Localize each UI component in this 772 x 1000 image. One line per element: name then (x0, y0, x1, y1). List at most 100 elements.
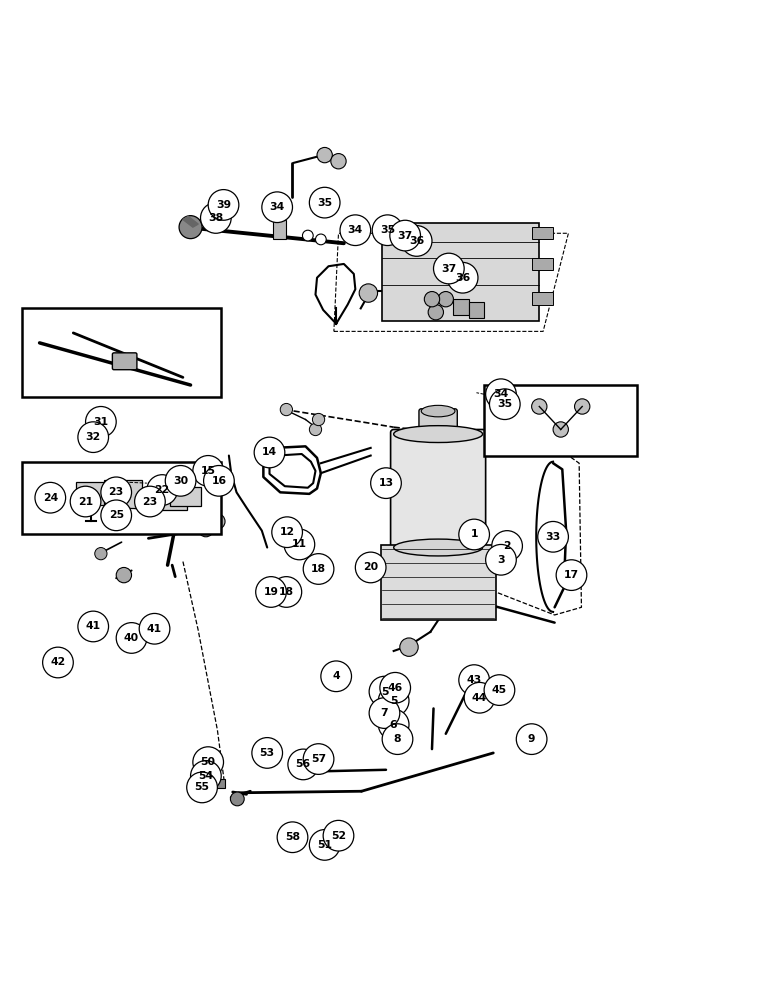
Circle shape (42, 647, 73, 678)
Circle shape (256, 577, 286, 607)
Circle shape (459, 665, 489, 695)
Text: 20: 20 (363, 562, 378, 572)
Text: 5: 5 (390, 696, 398, 706)
Circle shape (262, 192, 293, 223)
Bar (104, 480, 142, 508)
Circle shape (556, 560, 587, 590)
Text: 46: 46 (388, 683, 403, 693)
Text: 19: 19 (263, 587, 279, 597)
Text: 35: 35 (497, 399, 513, 409)
Text: 8: 8 (394, 734, 401, 744)
Text: 38: 38 (208, 213, 223, 223)
Text: 33: 33 (546, 532, 560, 542)
Circle shape (313, 413, 325, 426)
Circle shape (574, 399, 590, 414)
Circle shape (369, 676, 400, 707)
Circle shape (310, 830, 340, 860)
Circle shape (400, 638, 418, 656)
Circle shape (272, 517, 303, 548)
Circle shape (204, 466, 234, 496)
Text: 40: 40 (124, 633, 139, 643)
Text: 18: 18 (279, 587, 294, 597)
Text: 34: 34 (493, 389, 509, 399)
Text: 50: 50 (201, 757, 215, 767)
Bar (453, 299, 469, 315)
Text: 39: 39 (216, 200, 231, 210)
Circle shape (390, 220, 421, 251)
Circle shape (201, 203, 231, 233)
Circle shape (425, 292, 439, 307)
Circle shape (553, 422, 568, 437)
Circle shape (147, 475, 178, 505)
Circle shape (252, 738, 283, 768)
Text: 22: 22 (154, 485, 170, 495)
Circle shape (303, 554, 334, 584)
Text: 12: 12 (279, 527, 295, 537)
Circle shape (303, 744, 334, 774)
Circle shape (438, 292, 453, 307)
Circle shape (193, 747, 224, 777)
Text: 13: 13 (378, 478, 394, 488)
Bar (22, 308, 222, 397)
Text: 41: 41 (147, 624, 162, 634)
Text: 35: 35 (380, 225, 395, 235)
Circle shape (280, 403, 293, 416)
Text: 36: 36 (409, 236, 425, 246)
Text: 44: 44 (472, 693, 487, 703)
Circle shape (378, 685, 409, 716)
Circle shape (230, 792, 244, 806)
Circle shape (532, 399, 547, 414)
Bar (148, 482, 187, 510)
Circle shape (447, 262, 478, 293)
Text: 57: 57 (311, 754, 326, 764)
Circle shape (331, 154, 346, 169)
Circle shape (117, 567, 131, 583)
FancyBboxPatch shape (391, 429, 486, 551)
Circle shape (317, 147, 333, 163)
Circle shape (355, 552, 386, 583)
Circle shape (492, 531, 523, 561)
FancyBboxPatch shape (113, 353, 137, 370)
Circle shape (459, 519, 489, 550)
Circle shape (134, 486, 165, 517)
Bar (22, 462, 222, 534)
Circle shape (187, 772, 218, 803)
Polygon shape (183, 216, 198, 227)
Circle shape (401, 226, 432, 256)
Text: 35: 35 (317, 198, 332, 208)
Text: 3: 3 (497, 555, 505, 565)
Ellipse shape (394, 539, 482, 556)
Text: 31: 31 (93, 417, 108, 427)
Text: 32: 32 (86, 432, 101, 442)
Circle shape (165, 466, 196, 496)
Circle shape (288, 749, 319, 780)
Ellipse shape (394, 426, 482, 443)
Text: 53: 53 (259, 748, 275, 758)
Circle shape (215, 216, 227, 229)
Text: 16: 16 (212, 476, 226, 486)
Text: 17: 17 (564, 570, 579, 580)
Text: 9: 9 (528, 734, 535, 744)
Circle shape (213, 207, 225, 219)
Text: 11: 11 (292, 539, 307, 549)
Circle shape (464, 682, 495, 713)
Bar (469, 302, 484, 318)
Text: 41: 41 (86, 621, 101, 631)
Circle shape (486, 379, 516, 410)
Circle shape (86, 406, 117, 437)
Circle shape (78, 422, 109, 452)
Bar (484, 385, 638, 456)
Text: 37: 37 (442, 264, 456, 274)
Circle shape (208, 190, 239, 220)
Text: 25: 25 (109, 510, 124, 520)
Circle shape (78, 611, 109, 642)
Text: 6: 6 (390, 720, 398, 730)
Circle shape (164, 513, 179, 528)
Circle shape (191, 761, 222, 791)
Text: 7: 7 (381, 708, 388, 718)
Text: 37: 37 (398, 231, 413, 241)
Text: 1: 1 (470, 529, 478, 539)
Text: 34: 34 (269, 202, 285, 212)
Circle shape (303, 230, 313, 241)
Circle shape (210, 514, 225, 529)
